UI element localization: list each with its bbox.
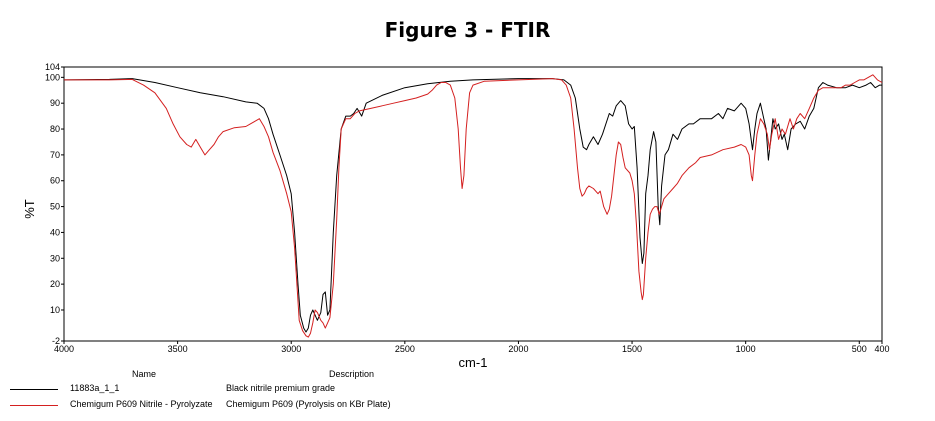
y-tick-label: -2 (52, 336, 60, 346)
y-tick-label: 30 (50, 253, 60, 263)
y-tick-label: 70 (50, 150, 60, 160)
y-axis-label: %T (22, 199, 37, 219)
legend-entry-1: 11883a_1_1 Black nitrile premium grade (0, 383, 500, 395)
legend-entry-2: Chemigum P609 Nitrile - Pyrolyzate Chemi… (0, 399, 500, 411)
x-axis: 4000 3500 3000 2500 2000 1500 1000 500 400 (54, 341, 890, 354)
y-tick-label: 10 (50, 305, 60, 315)
legend-swatch-1 (10, 389, 58, 390)
legend-series-description-1: Black nitrile premium grade (226, 383, 336, 393)
chart-title: Figure 3 - FTIR (384, 18, 551, 42)
y-tick-label: 60 (50, 176, 60, 186)
x-tick-label: 500 (852, 344, 867, 354)
y-tick-label: 40 (50, 227, 60, 237)
x-axis-label: cm-1 (459, 355, 488, 370)
x-tick-label: 2500 (395, 344, 415, 354)
legend-series-description-2: Chemigum P609 (Pyrolysis on KBr Plate) (226, 399, 391, 409)
y-tick-label: 100 (45, 72, 60, 82)
x-tick-label: 1000 (736, 344, 756, 354)
series-line-1 (63, 78, 882, 333)
x-tick-label: 3500 (168, 344, 188, 354)
x-tick-label: 400 (874, 344, 889, 354)
series-layer (63, 74, 883, 338)
x-tick-label: 3000 (281, 344, 301, 354)
x-tick-label: 4000 (54, 344, 74, 354)
y-tick-label: 20 (50, 279, 60, 289)
y-tick-label: 104 (45, 62, 60, 72)
legend-swatch-2 (10, 405, 58, 406)
legend-series-name-1: 11883a_1_1 (70, 383, 120, 393)
legend-description-header: Description (329, 369, 375, 379)
series-line-2 (64, 74, 883, 338)
y-tick-label: 90 (50, 98, 60, 108)
x-tick-label: 2000 (508, 344, 528, 354)
legend-name-header: Name (132, 369, 157, 379)
y-tick-label: 80 (50, 124, 60, 134)
plot-frame (63, 66, 883, 342)
legend-series-name-2: Chemigum P609 Nitrile - Pyrolyzate (70, 399, 213, 409)
x-tick-label: 1500 (622, 344, 642, 354)
y-tick-label: 50 (50, 202, 60, 212)
